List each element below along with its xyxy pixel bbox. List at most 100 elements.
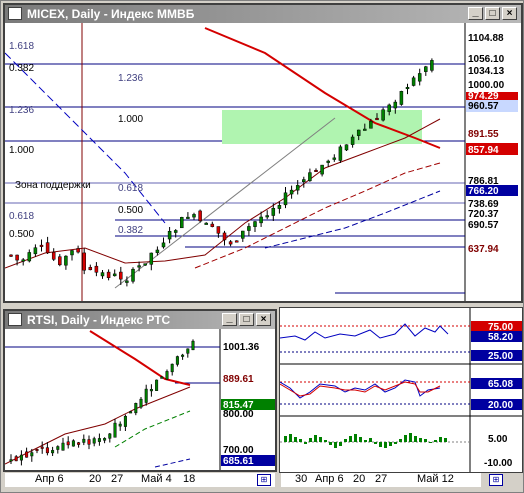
macd-bar <box>444 438 447 442</box>
macd-bar <box>374 442 377 444</box>
micex-titlebar[interactable]: MICEX, Daily - Индекс ММВБ _ □ × <box>5 5 521 23</box>
candle-body <box>186 216 190 219</box>
candle-body <box>40 446 44 449</box>
candle-body <box>30 452 34 457</box>
price-label: 766.20 <box>468 186 499 197</box>
candle-body <box>302 179 306 183</box>
candle-body <box>45 447 49 454</box>
date-label: Май 12 <box>417 473 454 485</box>
date-label: 20 <box>353 473 366 485</box>
rtsi-titlebar[interactable]: RTSI, Daily - Индекс РТС _ □ × <box>5 311 275 329</box>
price-label: 685.61 <box>223 456 254 467</box>
date-label: Апр 6 <box>315 473 344 485</box>
micex-title: MICEX, Daily - Индекс ММВБ <box>27 7 195 21</box>
price-label: 700.00 <box>223 445 254 456</box>
macd-bar <box>404 435 407 442</box>
micex-chart-window[interactable]: MICEX, Daily - Индекс ММВБ _ □ × <box>3 3 523 303</box>
oscillator-scale-button[interactable]: ⊞ <box>489 474 503 486</box>
macd-bar <box>304 442 307 444</box>
candle-body <box>39 244 44 247</box>
price-label: 690.57 <box>468 220 499 231</box>
candle-body <box>192 214 196 218</box>
micex-chart-area[interactable]: 1.618 0.382 1.236 1.000 0.618 0.500 1.23… <box>5 23 521 301</box>
candle-body <box>51 251 56 260</box>
date-label: 20 <box>89 473 102 485</box>
close-button[interactable]: × <box>502 7 517 20</box>
candle-body <box>108 433 112 439</box>
candle-body <box>411 77 416 86</box>
rtsi-date-axis-labels: Апр 6 20 27 Май 4 18 <box>5 473 275 487</box>
chart-window-icon <box>8 313 22 326</box>
fib-label: 0.618 <box>9 211 34 222</box>
trend-line-red <box>204 27 441 149</box>
macd-bar <box>349 436 352 442</box>
macd-bar <box>359 437 362 442</box>
macd-bar <box>344 439 347 442</box>
candle-body <box>106 271 111 278</box>
rtsi-chart-window[interactable]: RTSI, Daily - Индекс РТС _ □ × 1001.36 8… <box>3 309 277 472</box>
candle-body <box>381 109 385 121</box>
candle-body <box>14 456 18 462</box>
macd-bar <box>309 438 312 442</box>
candle-body <box>204 222 208 225</box>
candle-body <box>77 442 81 445</box>
candle-body <box>137 265 141 268</box>
price-label: 857.94 <box>468 145 499 156</box>
chart-window-icon <box>8 7 22 20</box>
close-button[interactable]: × <box>256 313 271 326</box>
macd-bar <box>314 435 317 442</box>
candle-body <box>118 423 122 427</box>
macd-bar <box>354 434 357 442</box>
candle-body <box>393 101 398 109</box>
candle-body <box>216 226 221 234</box>
price-label: 1104.88 <box>468 33 504 44</box>
minimize-button[interactable]: _ <box>222 313 237 326</box>
candle-body <box>100 272 105 277</box>
date-label: 18 <box>183 473 196 485</box>
candle-body <box>344 144 349 151</box>
macd-bar <box>289 434 292 442</box>
candle-body <box>97 438 101 442</box>
macd-bar <box>419 438 422 442</box>
candle-body <box>161 242 166 248</box>
candle-body <box>119 271 123 280</box>
candle-body <box>167 230 172 240</box>
ma-dashed-red <box>194 162 441 269</box>
candle-body <box>399 91 404 105</box>
candle-body <box>228 241 233 245</box>
rtsi-chart-area[interactable]: 1001.36 889.61 815.47 800.00 700.00 685.… <box>5 329 275 470</box>
fib-label: 1.000 <box>118 114 143 125</box>
maximize-button[interactable]: □ <box>485 7 500 20</box>
fib-label: 1.236 <box>9 105 34 116</box>
oscillator-area[interactable]: 75.00 58.20 25.00 65.08 20.00 5.00 -10.0… <box>280 308 522 472</box>
macd-bar <box>409 433 412 442</box>
minimize-button[interactable]: _ <box>468 7 483 20</box>
candle-body <box>181 354 185 357</box>
candle-body <box>320 164 324 175</box>
candle-body <box>21 259 25 262</box>
candle-body <box>283 192 288 206</box>
fib-label: 0.382 <box>118 225 143 236</box>
candle-body <box>173 230 178 233</box>
candle-body <box>186 348 190 354</box>
price-label: 1034.13 <box>468 66 505 77</box>
candle-body <box>271 207 276 216</box>
candle-body <box>387 104 391 112</box>
candle-body <box>155 379 159 391</box>
candle-body <box>356 129 361 136</box>
candle-body <box>289 189 294 195</box>
osc-label: 65.08 <box>488 379 513 390</box>
maximize-button[interactable]: □ <box>239 313 254 326</box>
candle-body <box>198 210 202 222</box>
rtsi-scale-button[interactable]: ⊞ <box>257 474 271 486</box>
candle-body <box>134 403 138 414</box>
candle-body <box>259 216 263 224</box>
macd-bar <box>414 436 417 442</box>
oscillator-panels[interactable]: 75.00 58.20 25.00 65.08 20.00 5.00 -10.0… <box>279 307 523 473</box>
rtsi-candles <box>9 339 195 466</box>
macd-bar <box>329 442 332 445</box>
candle-body <box>70 250 74 256</box>
price-label: 738.69 <box>468 199 499 210</box>
rtsi-title: RTSI, Daily - Индекс РТС <box>27 313 171 327</box>
macd-bar <box>319 437 322 442</box>
